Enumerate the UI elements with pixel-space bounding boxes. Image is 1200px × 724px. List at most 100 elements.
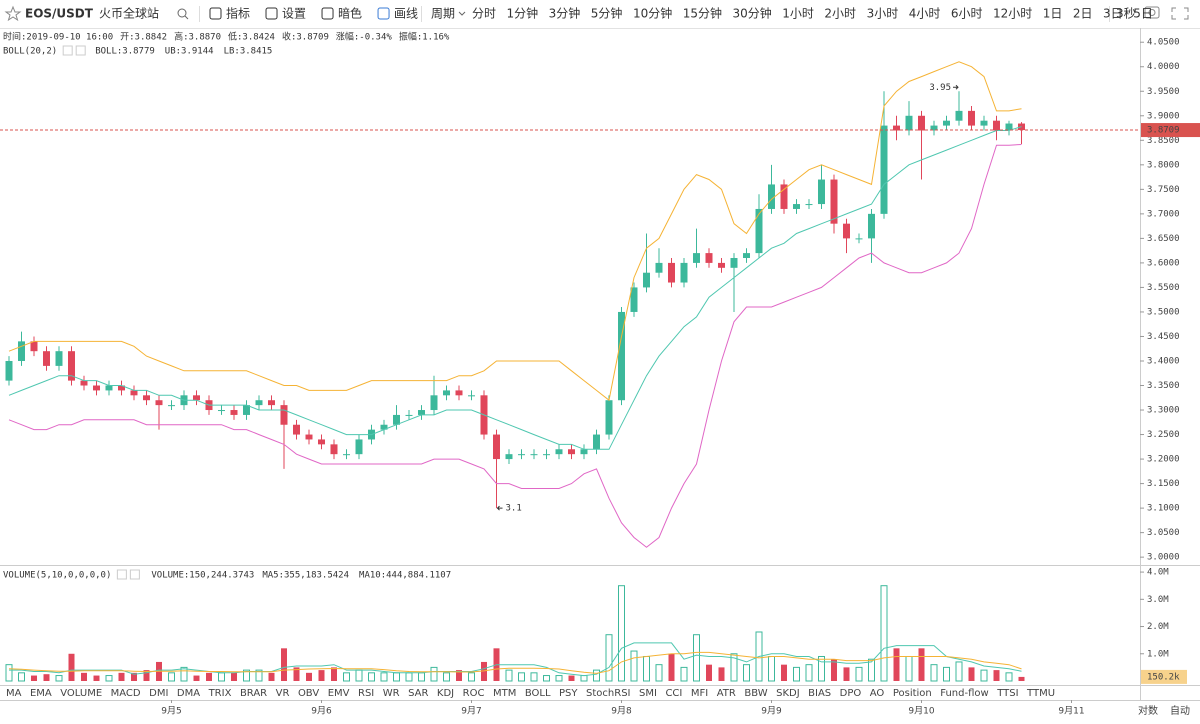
- period-button[interactable]: 4小时: [909, 7, 941, 21]
- indicator-tab[interactable]: TRIX: [208, 688, 232, 699]
- period-button[interactable]: 1分钟: [507, 6, 539, 21]
- axis-option[interactable]: 自动: [1170, 704, 1190, 717]
- indicator-toggle[interactable]: [62, 45, 73, 56]
- indicator-tab[interactable]: SMI: [639, 688, 657, 699]
- favorite-icon[interactable]: [4, 5, 22, 22]
- legend-entry: LB:3.8415: [224, 47, 273, 57]
- period-button[interactable]: 3日: [1103, 7, 1123, 21]
- candle-body: [643, 272, 650, 288]
- indicator-tab[interactable]: DMA: [177, 688, 200, 699]
- tool-icon[interactable]: [321, 7, 334, 20]
- tool-icon[interactable]: [209, 7, 222, 20]
- period-button[interactable]: 3小时: [867, 7, 899, 21]
- volume-bar: [443, 672, 450, 682]
- toolbar-button[interactable]: 设置: [282, 7, 306, 21]
- legend-entry: MA5:355,183.5424: [262, 571, 349, 581]
- fullscreen-icon[interactable]: [1171, 7, 1189, 20]
- period-button[interactable]: 2小时: [824, 7, 856, 21]
- indicator-tab[interactable]: BBW: [744, 688, 767, 699]
- volume-bar: [380, 672, 388, 682]
- indicator-tab[interactable]: ROC: [463, 688, 485, 699]
- candle-body: [93, 385, 100, 391]
- axis-option[interactable]: 对数: [1138, 704, 1158, 717]
- volume-bar: [893, 648, 900, 681]
- indicator-tab[interactable]: TTSI: [996, 688, 1018, 699]
- last-price-label: 3.8709: [1147, 126, 1180, 136]
- indicator-tab[interactable]: EMV: [328, 688, 350, 699]
- indicator-tab[interactable]: DPO: [840, 688, 862, 699]
- indicator-tab[interactable]: VR: [276, 688, 290, 699]
- period-button[interactable]: 2日: [1073, 7, 1093, 21]
- period-button[interactable]: 5日: [1133, 7, 1153, 21]
- period-button[interactable]: 15分钟: [683, 6, 722, 21]
- indicator-tab[interactable]: WR: [383, 688, 400, 699]
- search-icon-handle: [184, 15, 189, 20]
- indicator-tab[interactable]: EMA: [30, 688, 52, 699]
- candle-body: [680, 262, 688, 283]
- indicator-tab[interactable]: DMI: [149, 688, 168, 699]
- x-tick-label: 9月6: [311, 706, 332, 717]
- toolbar-button[interactable]: 画线: [394, 7, 418, 21]
- indicator-close[interactable]: [75, 45, 86, 56]
- candle-body: [143, 395, 150, 401]
- period-button[interactable]: 12小时: [993, 7, 1032, 21]
- toolbar-button[interactable]: 指标: [226, 6, 250, 21]
- indicator-tab[interactable]: BOLL: [525, 688, 551, 699]
- search-icon[interactable]: [177, 8, 187, 18]
- indicator-close[interactable]: [129, 569, 140, 580]
- indicator-tab[interactable]: MFI: [691, 688, 708, 699]
- volume-bar: [168, 672, 175, 682]
- indicator-tab[interactable]: AO: [870, 688, 885, 699]
- period-button[interactable]: 30分钟: [733, 6, 772, 21]
- period-button[interactable]: 5分钟: [591, 6, 623, 21]
- ohlc-info: 时间:2019-09-10 16:00: [3, 31, 113, 43]
- period-button[interactable]: 1日: [1043, 7, 1063, 21]
- indicator-tab[interactable]: StochRSI: [586, 688, 630, 699]
- candle-body: [380, 424, 388, 430]
- indicator-tab[interactable]: Fund-flow: [940, 688, 988, 699]
- volume-bar: [331, 667, 337, 681]
- indicator-tab[interactable]: MTM: [493, 688, 516, 699]
- volume-bar: [468, 672, 475, 682]
- volume-bar: [318, 670, 325, 681]
- volume-ma-line: [8, 651, 1022, 674]
- y-tick-label: 3.5000: [1147, 307, 1180, 317]
- indicator-tab[interactable]: KDJ: [437, 688, 454, 699]
- toolbar-button[interactable]: 暗色: [338, 6, 362, 21]
- screenshot-icon[interactable]: [1144, 6, 1160, 19]
- x-tick-label: 9月7: [461, 706, 481, 717]
- volume-bar: [68, 653, 75, 681]
- indicator-toggle[interactable]: [116, 569, 127, 580]
- indicator-tab[interactable]: OBV: [298, 688, 319, 699]
- y-tick-label: 1.0M: [1147, 649, 1169, 659]
- period-button[interactable]: 10分钟: [633, 6, 672, 21]
- indicator-tab[interactable]: RSI: [358, 688, 374, 699]
- period-button[interactable]: 分时: [472, 7, 496, 21]
- indicator-tab[interactable]: MACD: [111, 688, 141, 699]
- indicator-tab[interactable]: VOLUME: [60, 688, 102, 699]
- candle-body: [655, 262, 663, 273]
- indicator-tab[interactable]: ATR: [717, 688, 736, 699]
- indicator-tab[interactable]: TTMU: [1026, 688, 1055, 699]
- indicator-tab[interactable]: SKDJ: [776, 688, 800, 699]
- ohlc-info: 涨幅:-0.34%: [336, 31, 393, 43]
- indicator-tab[interactable]: Position: [893, 688, 932, 699]
- candle-body: [730, 258, 738, 268]
- indicator-tab[interactable]: BIAS: [808, 688, 831, 699]
- candle-body: [905, 115, 913, 131]
- period-button[interactable]: 3分钟: [549, 6, 581, 21]
- refresh-interval[interactable]: 3秒: [1116, 7, 1136, 21]
- tool-icon[interactable]: [265, 7, 278, 20]
- indicator-tab[interactable]: MA: [6, 688, 22, 699]
- period-button[interactable]: 1小时: [782, 7, 814, 21]
- volume-bar: [143, 670, 150, 681]
- volume-bar: [543, 675, 550, 682]
- indicator-tab[interactable]: SAR: [408, 688, 428, 699]
- tool-icon[interactable]: [377, 7, 390, 20]
- indicator-tab[interactable]: PSY: [559, 688, 578, 699]
- indicator-tab[interactable]: BRAR: [240, 688, 267, 699]
- volume-bar: [1018, 676, 1025, 681]
- indicator-tab[interactable]: CCI: [665, 688, 682, 699]
- period-button[interactable]: 6小时: [951, 7, 983, 21]
- period-menu[interactable]: 周期: [431, 7, 455, 21]
